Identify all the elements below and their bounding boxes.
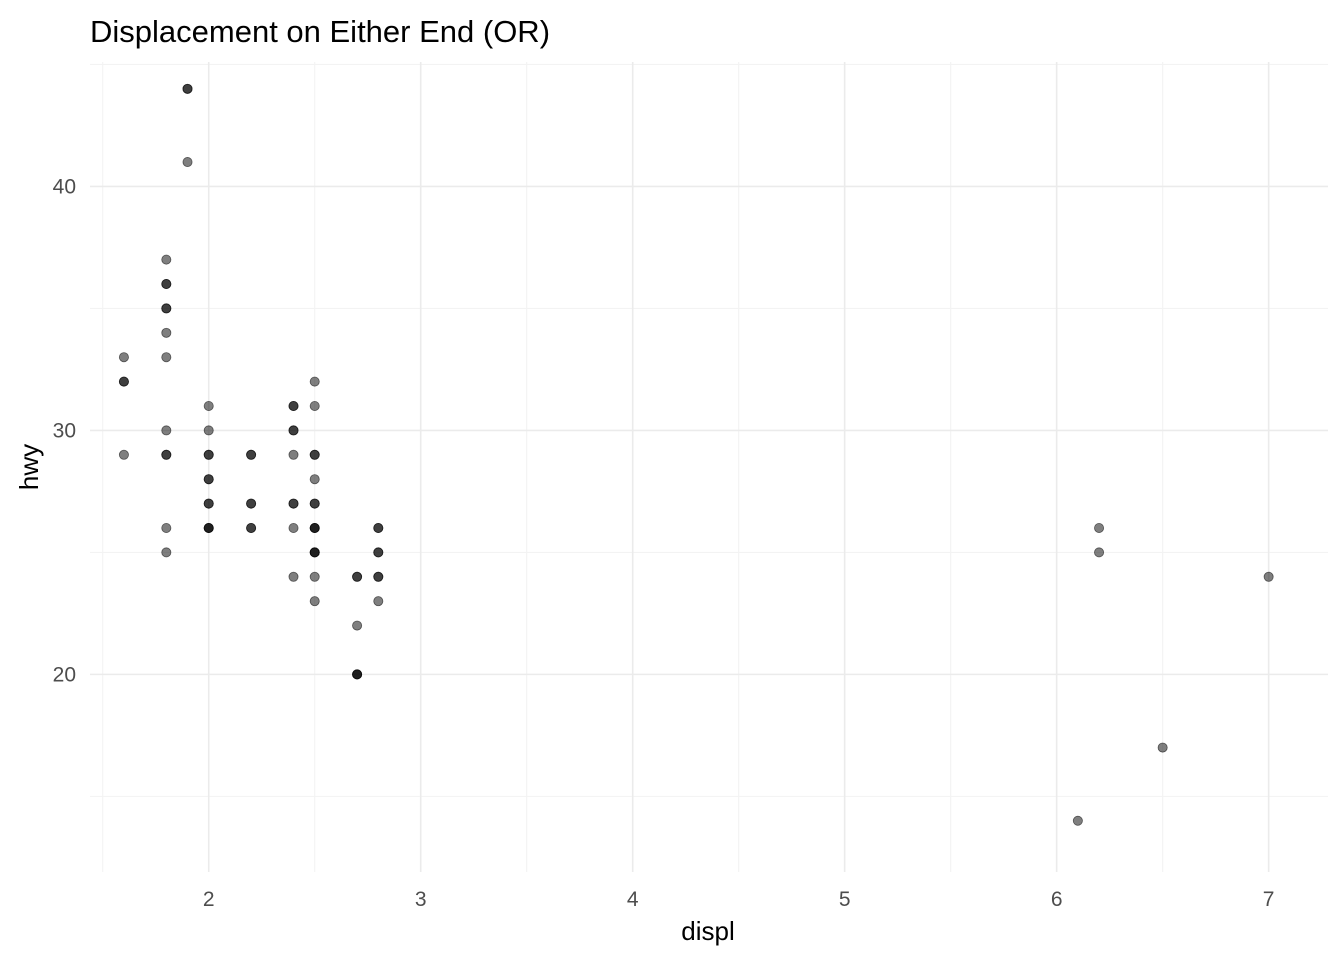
scatter-point — [246, 449, 257, 460]
x-tick-label: 4 — [627, 888, 639, 911]
scatter-point — [203, 401, 214, 412]
scatter-point — [373, 596, 384, 607]
scatter-point — [182, 83, 193, 94]
scatter-point — [203, 449, 214, 460]
tick-labels: 2 3 4 5 6 7 20 30 40 — [53, 175, 1275, 911]
scatter-point — [1157, 742, 1168, 753]
scatter-point — [309, 449, 320, 460]
scatter-point — [373, 571, 384, 582]
scatter-point — [309, 596, 320, 607]
scatter-point — [182, 157, 193, 168]
scatter-point — [161, 352, 172, 363]
scatter-point — [118, 352, 129, 363]
x-tick-label: 5 — [839, 888, 851, 911]
scatter-point — [309, 474, 320, 485]
scatter-point — [203, 474, 214, 485]
scatter-point — [161, 303, 172, 314]
y-tick-label: 40 — [53, 175, 76, 198]
grid-lines — [90, 62, 1328, 872]
y-tick-label: 30 — [53, 419, 76, 442]
y-tick-label: 20 — [53, 663, 76, 686]
scatter-point — [203, 425, 214, 436]
scatter-point — [161, 522, 172, 533]
scatter-point — [203, 522, 214, 533]
scatter-point — [309, 547, 320, 558]
scatter-point — [1263, 571, 1274, 582]
x-tick-label: 2 — [203, 888, 215, 911]
scatter-point — [203, 498, 214, 509]
scatter-point — [118, 376, 129, 387]
scatter-point — [309, 522, 320, 533]
scatter-point — [288, 571, 299, 582]
scatter-point — [288, 522, 299, 533]
scatter-point — [246, 522, 257, 533]
x-tick-label: 3 — [415, 888, 427, 911]
scatter-point — [161, 279, 172, 290]
x-tick-label: 7 — [1263, 888, 1275, 911]
scatter-point — [309, 401, 320, 412]
scatter-point — [309, 376, 320, 387]
scatter-point — [161, 547, 172, 558]
scatter-point — [352, 571, 363, 582]
x-tick-label: 6 — [1051, 888, 1063, 911]
scatter-point — [288, 425, 299, 436]
x-axis-title: displ — [681, 916, 734, 946]
scatter-point — [1094, 547, 1105, 558]
scatter-point — [288, 401, 299, 412]
scatter-point — [118, 449, 129, 460]
scatter-point — [373, 547, 384, 558]
scatter-point — [161, 327, 172, 338]
scatter-point — [288, 449, 299, 460]
scatter-point — [161, 254, 172, 265]
scatter-point — [309, 571, 320, 582]
y-axis-title: hwy — [14, 444, 44, 490]
scatter-point — [161, 425, 172, 436]
chart-title: Displacement on Either End (OR) — [90, 14, 550, 49]
scatter-point — [288, 498, 299, 509]
data-points — [118, 83, 1274, 826]
scatter-point — [352, 669, 363, 680]
scatter-point — [309, 498, 320, 509]
scatter-point — [246, 498, 257, 509]
scatter-point — [1094, 522, 1105, 533]
scatter-point — [373, 522, 384, 533]
scatter-point — [1072, 815, 1083, 826]
scatter-point — [352, 620, 363, 631]
scatter-point — [161, 449, 172, 460]
